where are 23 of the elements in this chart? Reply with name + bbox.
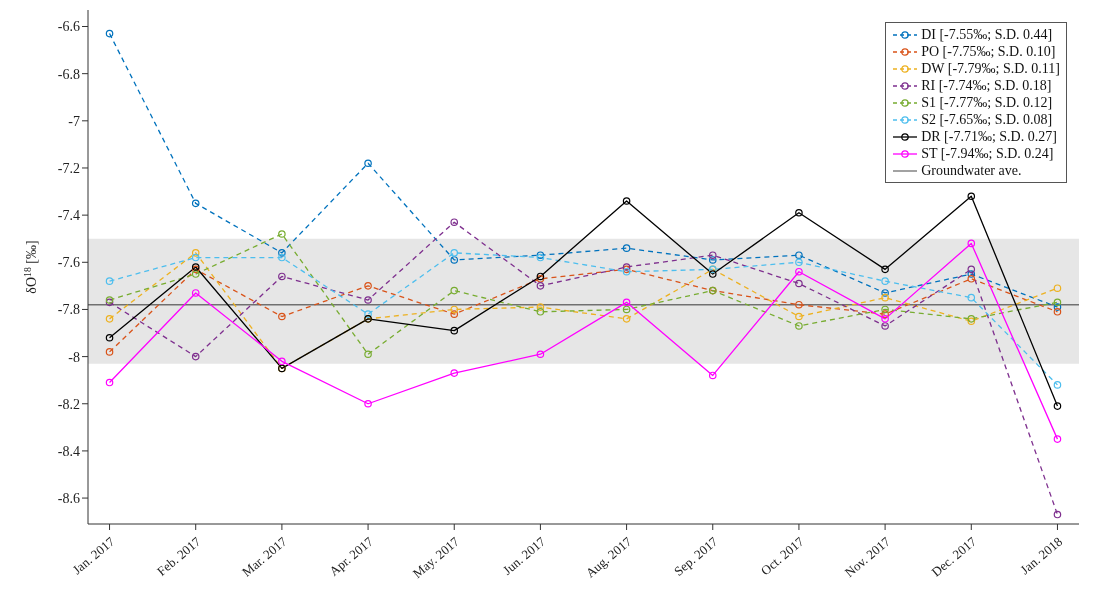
x-tick-label: Aug. 2017 [582,533,635,581]
legend-label: DW [-7.79‰; S.D. 0.11] [921,60,1060,77]
legend-label: Groundwater ave. [921,162,1022,179]
y-tick-label: -7.2 [57,160,80,176]
y-tick-label: -7.4 [57,208,80,224]
y-tick-label: -7.8 [57,302,80,318]
legend-label: S2 [-7.65‰; S.D. 0.08] [921,111,1053,128]
x-tick-label: Jan. 2017 [69,533,118,578]
legend-label: RI [-7.74‰; S.D. 0.18] [921,77,1052,94]
legend-label: PO [-7.75‰; S.D. 0.10] [921,43,1056,60]
y-tick-label: -8.2 [57,396,80,412]
y-tick-label: -6.8 [57,66,80,82]
y-tick-label: -7 [68,113,80,129]
legend-label: DI [-7.55‰; S.D. 0.44] [921,26,1053,43]
legend-label: ST [-7.94‰; S.D. 0.24] [921,145,1054,162]
legend-label: S1 [-7.77‰; S.D. 0.12] [921,94,1053,111]
y-tick-label: -7.6 [57,255,80,271]
x-tick-label: Jan. 2018 [1017,533,1066,578]
y-tick-label: -8.4 [57,443,80,459]
y-tick-label: -6.6 [57,19,80,35]
y-tick-label: -8 [68,349,80,365]
legend-label: DR [-7.71‰; S.D. 0.27] [921,128,1057,145]
y-tick-label: -8.6 [57,491,80,507]
